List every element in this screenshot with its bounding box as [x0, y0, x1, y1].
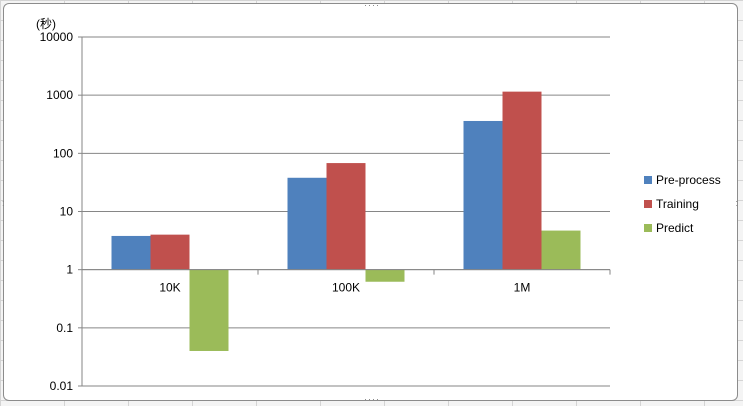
- bar-pre-process-1m[interactable]: [463, 120, 503, 270]
- top-resize-handle[interactable]: ····: [364, 0, 380, 10]
- x-category-label: 1M: [514, 281, 531, 295]
- x-category-label: 10K: [159, 281, 180, 295]
- bar-training-100k[interactable]: [326, 163, 366, 270]
- bar-pre-process-100k[interactable]: [287, 177, 327, 270]
- y-tick-label: 10: [60, 205, 74, 219]
- legend-swatch: [644, 176, 652, 184]
- bar-predict-10k[interactable]: [189, 269, 229, 351]
- legend-label: Pre-process: [656, 173, 721, 187]
- x-category-label: 100K: [332, 281, 360, 295]
- bottom-resize-handle[interactable]: ····: [364, 394, 380, 404]
- y-tick-label: 0.1: [56, 321, 73, 335]
- y-axis-label: (秒): [36, 17, 56, 31]
- legend: Pre-process Training Predict: [644, 173, 721, 235]
- left-resize-handle[interactable]: :: [2, 198, 6, 208]
- y-tick-label: 1000: [46, 88, 73, 102]
- y-tick-label: 100: [53, 146, 73, 160]
- legend-label: Predict: [656, 221, 694, 235]
- legend-swatch: [644, 200, 652, 208]
- y-tick-label: 0.01: [50, 379, 74, 393]
- bar-predict-1m[interactable]: [541, 230, 581, 270]
- bar-training-1m[interactable]: [502, 91, 542, 270]
- bar-predict-100k[interactable]: [365, 269, 405, 282]
- legend-swatch: [644, 224, 652, 232]
- right-resize-handle[interactable]: :: [735, 198, 739, 208]
- bars: [111, 91, 581, 351]
- legend-label: Training: [656, 197, 699, 211]
- bar-pre-process-10k[interactable]: [111, 235, 151, 270]
- bar-training-10k[interactable]: [150, 234, 190, 270]
- y-tick-label: 10000: [40, 30, 74, 44]
- axes: 10000 1000 100 10 1 0.1 0.01 10K 100K 1M: [40, 30, 611, 393]
- y-tick-label: 1: [66, 263, 73, 277]
